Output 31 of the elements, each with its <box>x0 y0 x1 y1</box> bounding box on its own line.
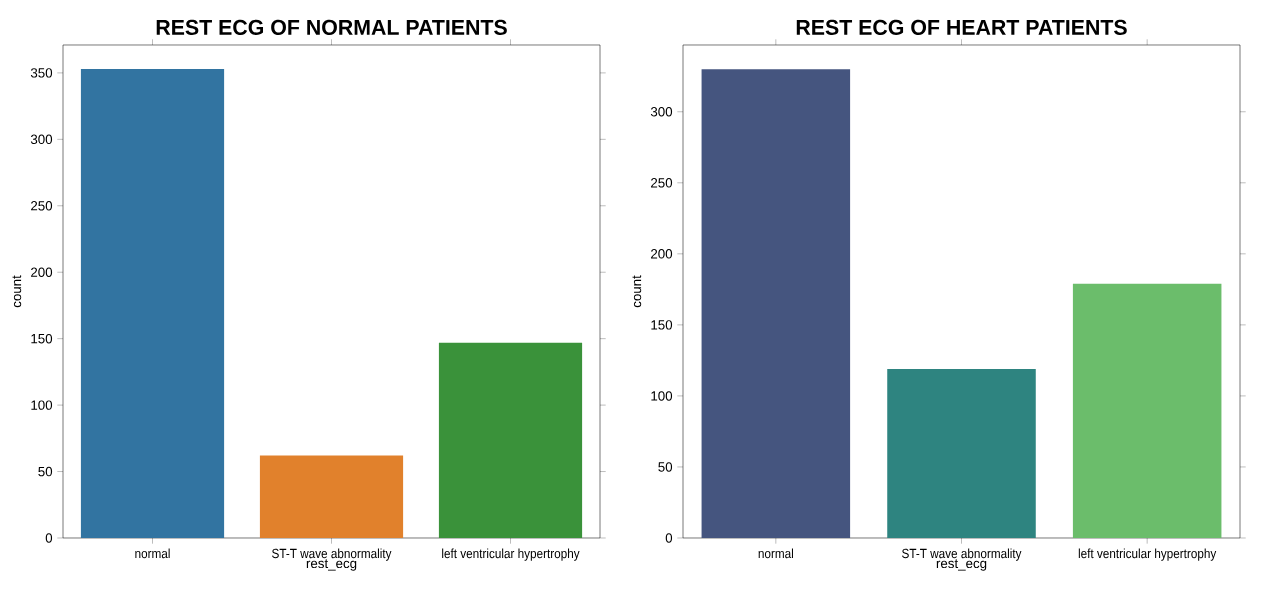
chart-title: REST ECG OF NORMAL PATIENTS <box>156 19 507 35</box>
x-tick-label: left ventricular hypertrophy <box>442 548 580 561</box>
y-tick-label: 100 <box>31 400 53 410</box>
bar <box>80 68 225 538</box>
y-tick-label: 300 <box>30 134 53 145</box>
bar <box>701 69 851 538</box>
chart-title: REST ECG OF HEART PATIENTS <box>796 19 1127 35</box>
x-axis-title: rest_ecg <box>936 559 987 571</box>
bar <box>887 368 1036 538</box>
bar <box>259 455 404 538</box>
y-tick-label: 50 <box>38 466 53 477</box>
y-tick-label: 0 <box>665 533 673 543</box>
y-tick-label: 150 <box>31 333 53 344</box>
y-tick-label: 150 <box>651 320 673 330</box>
x-tick-label: left ventricular hypertrophy <box>1078 548 1217 561</box>
bar <box>438 342 583 538</box>
bar <box>1072 283 1222 538</box>
y-tick-label: 100 <box>651 391 673 401</box>
x-tick-label: normal <box>135 548 170 559</box>
y-tick-label: 200 <box>651 249 673 259</box>
y-axis-title: count <box>12 275 22 308</box>
y-axis-title: count <box>632 275 642 308</box>
y-tick-label: 300 <box>650 107 673 117</box>
y-tick-label: 50 <box>658 462 673 472</box>
x-axis-title: rest_ecg <box>306 559 357 571</box>
y-tick-label: 250 <box>31 201 53 211</box>
y-tick-label: 0 <box>45 533 53 543</box>
y-tick-label: 200 <box>31 267 53 277</box>
x-tick-label: normal <box>758 548 793 559</box>
y-tick-label: 350 <box>30 68 53 78</box>
y-tick-label: 250 <box>651 178 673 188</box>
